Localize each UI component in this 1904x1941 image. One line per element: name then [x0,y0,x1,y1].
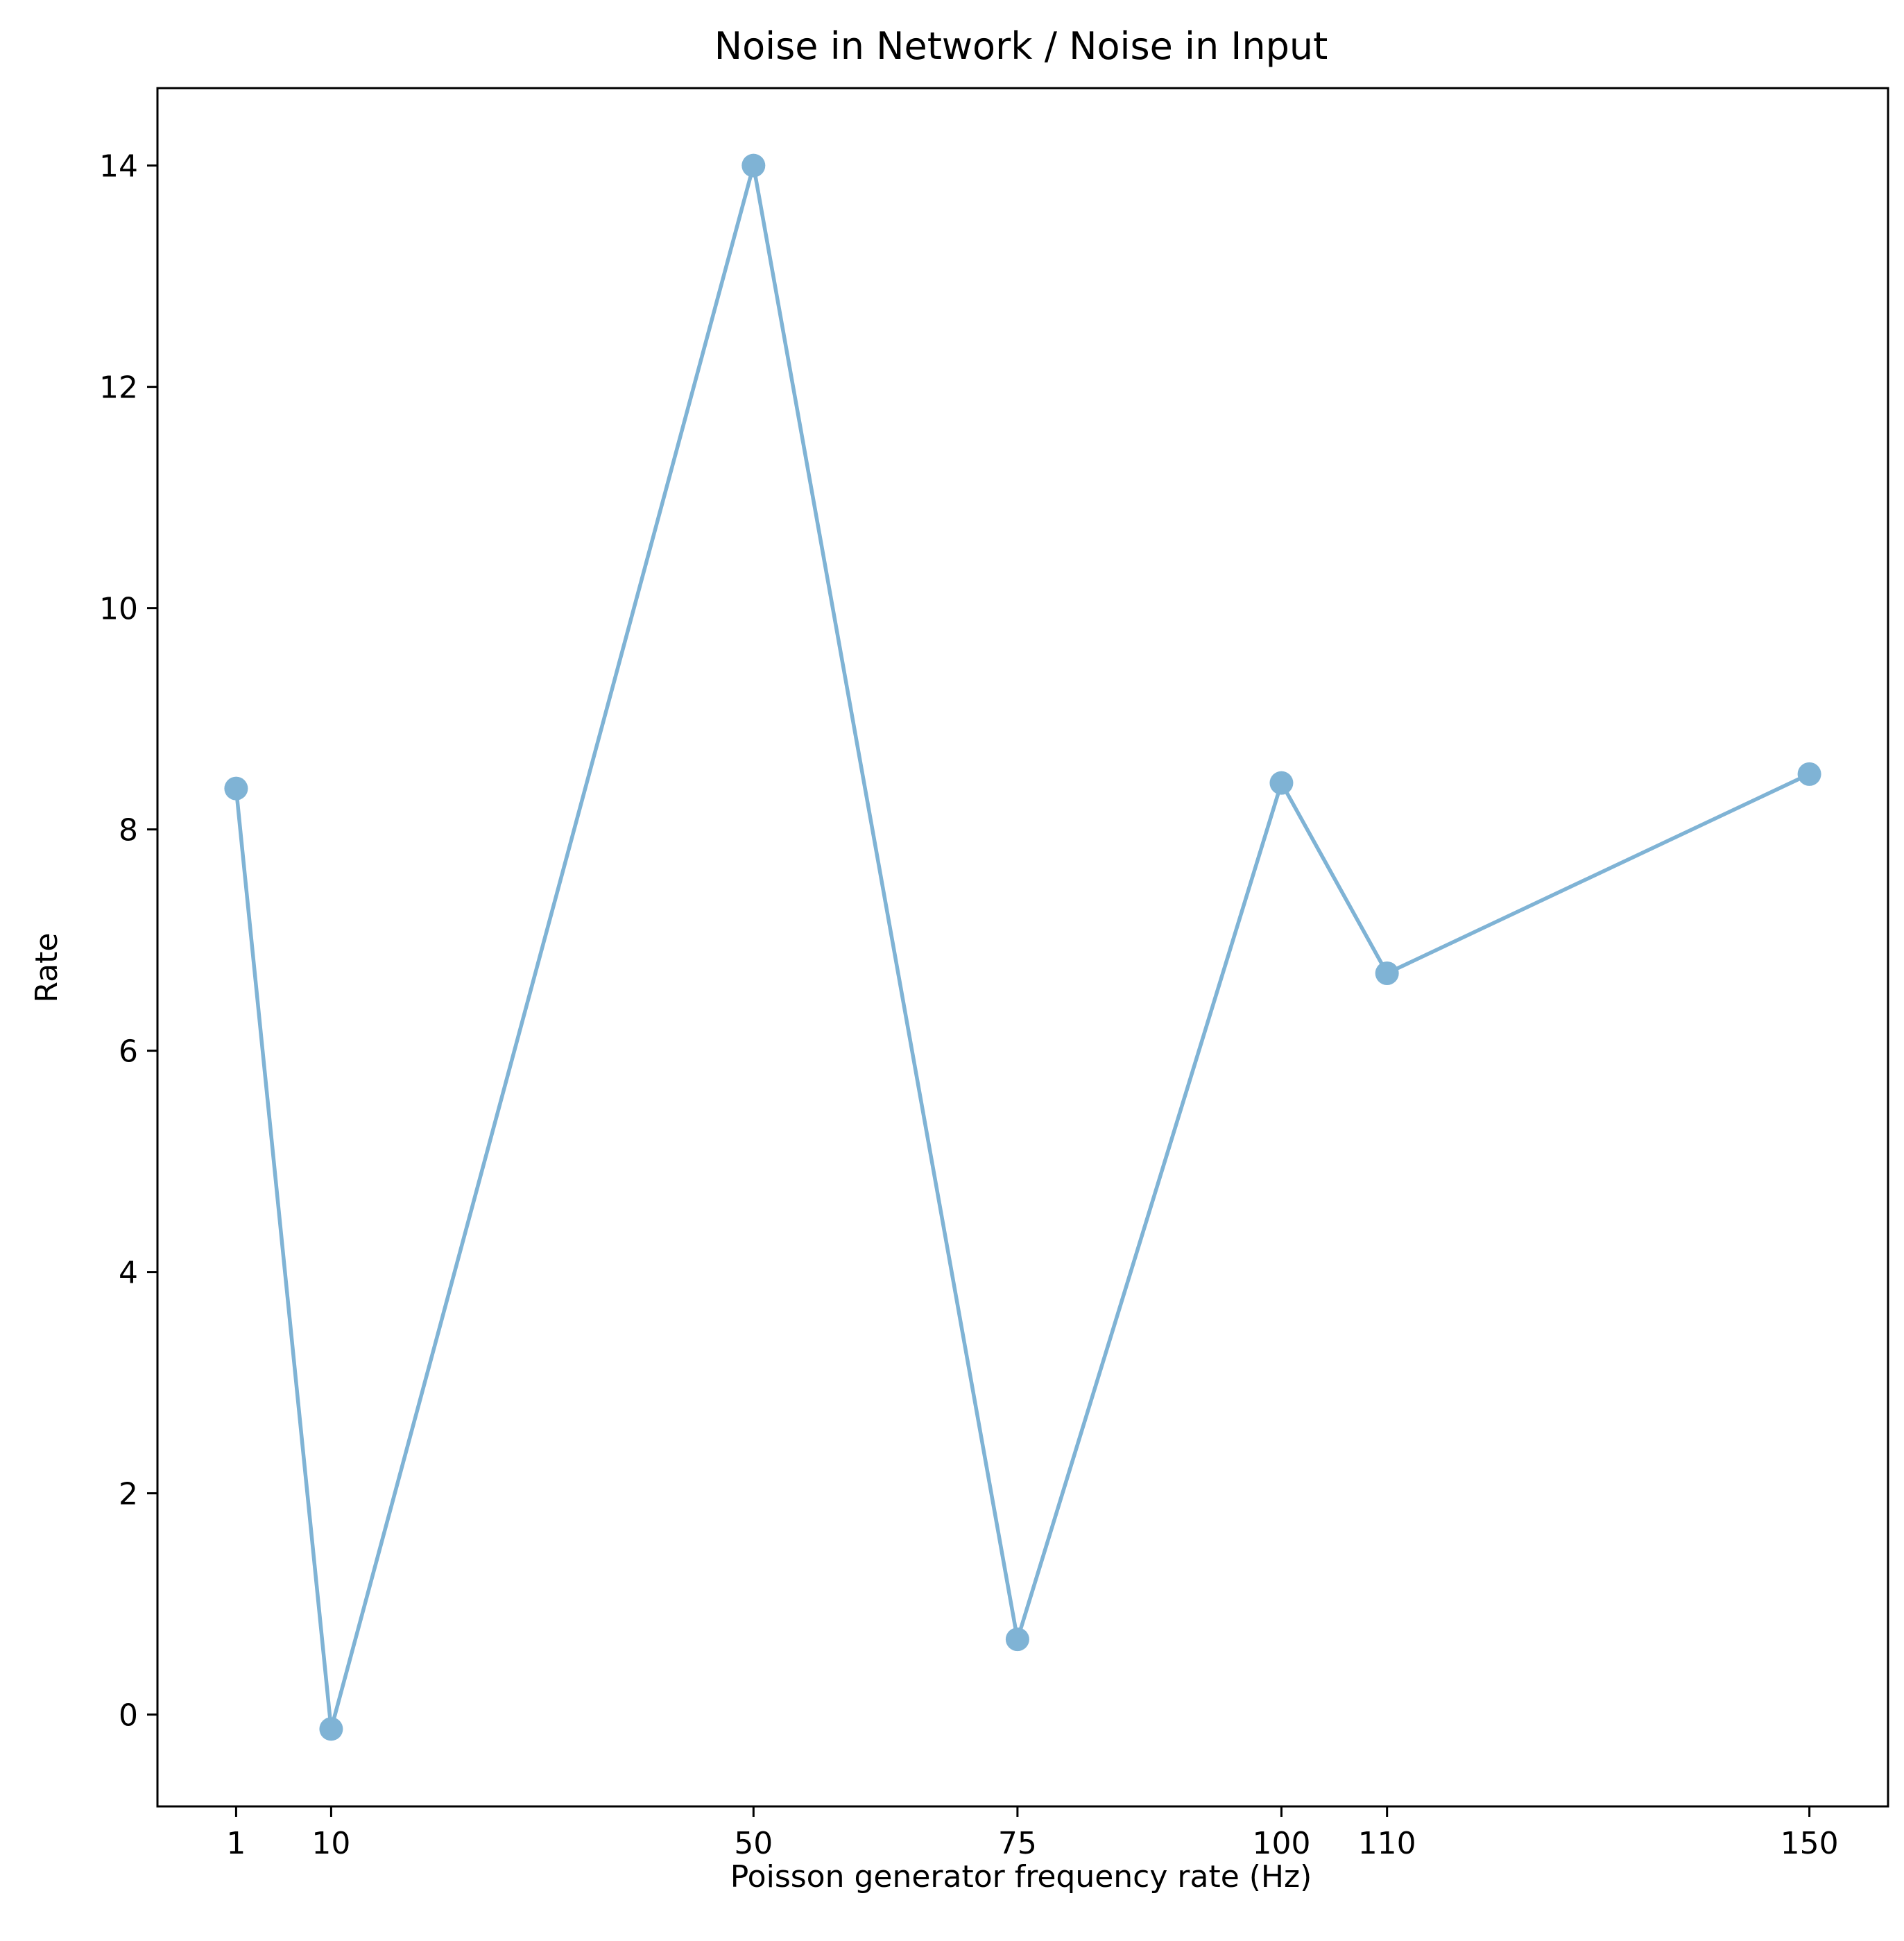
x-tick-label: 100 [1252,1826,1310,1861]
data-point [224,776,248,801]
y-tick-label: 6 [119,1034,138,1070]
y-tick-label: 12 [99,370,138,406]
x-tick-label: 110 [1358,1826,1416,1861]
x-tick-label: 1 [226,1826,246,1861]
y-tick-label: 2 [119,1477,138,1512]
y-tick-label: 4 [119,1256,138,1291]
plot-frame [156,87,1889,1808]
x-tick-label: 50 [734,1826,773,1861]
x-axis-label: Poisson generator frequency rate (Hz) [730,1859,1312,1895]
y-axis-label: Rate [29,933,65,1003]
chart-title: Noise in Network / Noise in Input [714,24,1328,68]
x-axis: 1 10 50 75 100 110 150 [226,1806,1839,1861]
x-tick-label: 10 [311,1826,350,1861]
plot-area [156,87,1889,1808]
data-point [1375,961,1399,985]
data-point [741,153,766,178]
series-line [234,163,1810,1731]
x-tick-label: 75 [998,1826,1037,1861]
series-layer [224,153,1821,1741]
data-point [1797,762,1821,786]
data-point [1005,1627,1029,1652]
data-point [319,1717,343,1741]
y-axis: 0 2 4 6 8 10 12 14 [99,149,157,1734]
y-tick-label: 14 [99,149,138,185]
x-tick-label: 150 [1781,1826,1839,1861]
y-tick-label: 0 [119,1698,138,1734]
data-point [1269,771,1294,795]
y-tick-label: 10 [99,592,138,627]
y-tick-label: 8 [119,813,138,848]
